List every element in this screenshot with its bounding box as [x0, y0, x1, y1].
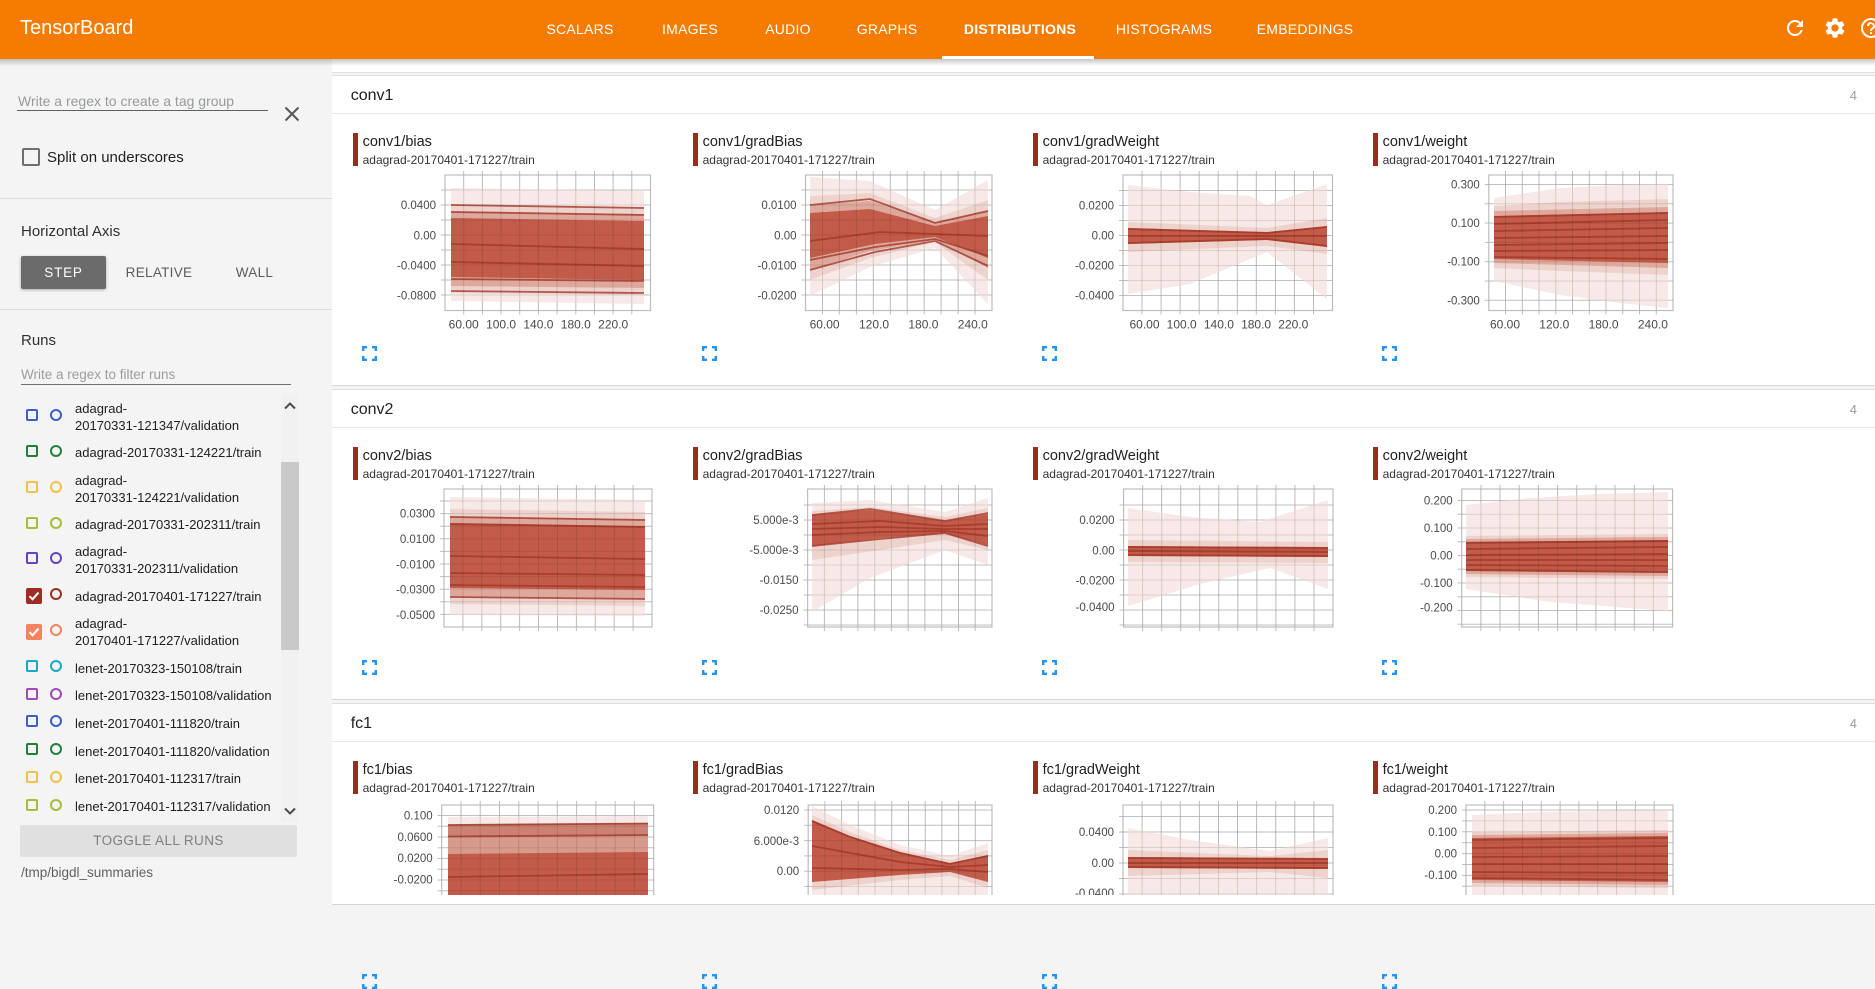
svg-text:-0.0400: -0.0400	[1076, 602, 1115, 614]
svg-text:220.0: 220.0	[598, 318, 628, 332]
svg-text:-0.0300: -0.0300	[396, 585, 435, 597]
svg-text:240.0: 240.0	[1638, 318, 1668, 332]
svg-text:0.0400: 0.0400	[401, 200, 436, 212]
svg-text:-0.0100: -0.0100	[396, 559, 435, 571]
svg-text:0.100: 0.100	[1428, 827, 1457, 839]
svg-text:-0.0250: -0.0250	[760, 605, 799, 617]
svg-text:100.0: 100.0	[486, 318, 516, 332]
svg-text:0.00: 0.00	[1092, 545, 1114, 557]
svg-text:0.300: 0.300	[1451, 180, 1480, 192]
svg-text:60.00: 60.00	[810, 318, 840, 332]
svg-text:0.100: 0.100	[404, 811, 433, 823]
svg-text:0.0300: 0.0300	[400, 509, 435, 521]
svg-text:0.100: 0.100	[1451, 218, 1480, 230]
svg-text:0.00: 0.00	[414, 231, 436, 243]
svg-text:-0.0400: -0.0400	[1075, 888, 1114, 895]
svg-text:0.0120: 0.0120	[764, 805, 799, 817]
svg-text:-0.0150: -0.0150	[760, 575, 799, 587]
svg-text:60.00: 60.00	[449, 318, 479, 332]
svg-text:-5.000e-3: -5.000e-3	[749, 545, 798, 557]
svg-text:-0.200: -0.200	[1420, 603, 1453, 615]
svg-text:220.0: 220.0	[1278, 318, 1308, 332]
svg-text:0.0200: 0.0200	[1079, 201, 1114, 213]
svg-text:-0.300: -0.300	[1447, 295, 1480, 307]
svg-text:100.0: 100.0	[1167, 318, 1197, 332]
svg-text:140.0: 140.0	[1204, 318, 1234, 332]
svg-text:0.100: 0.100	[1424, 523, 1453, 535]
svg-text:-0.0400: -0.0400	[1075, 291, 1114, 303]
svg-text:0.0100: 0.0100	[400, 534, 435, 546]
svg-text:0.00: 0.00	[1092, 858, 1114, 870]
svg-text:-0.0500: -0.0500	[396, 610, 435, 622]
svg-text:180.0: 180.0	[561, 318, 591, 332]
svg-text:0.200: 0.200	[1428, 805, 1457, 817]
svg-text:0.0200: 0.0200	[398, 853, 433, 865]
svg-text:-0.100: -0.100	[1424, 870, 1457, 882]
svg-text:180.0: 180.0	[908, 318, 938, 332]
svg-text:-0.0200: -0.0200	[1075, 261, 1114, 273]
svg-text:5.000e-3: 5.000e-3	[753, 515, 798, 527]
svg-text:0.0400: 0.0400	[1079, 827, 1114, 839]
svg-text:-0.100: -0.100	[1420, 578, 1453, 590]
svg-text:140.0: 140.0	[523, 318, 553, 332]
svg-text:0.200: 0.200	[1424, 496, 1453, 508]
svg-text:0.00: 0.00	[777, 866, 799, 878]
svg-text:0.0200: 0.0200	[1079, 515, 1114, 527]
svg-text:60.00: 60.00	[1129, 318, 1159, 332]
svg-text:180.0: 180.0	[1241, 318, 1271, 332]
svg-text:0.00: 0.00	[1435, 849, 1457, 861]
svg-text:0.0100: 0.0100	[761, 200, 796, 212]
svg-text:0.00: 0.00	[1092, 231, 1114, 243]
svg-text:-0.0400: -0.0400	[397, 261, 436, 273]
svg-text:60.00: 60.00	[1490, 318, 1520, 332]
svg-text:0.00: 0.00	[774, 231, 796, 243]
svg-text:-0.0200: -0.0200	[757, 291, 796, 303]
svg-text:240.0: 240.0	[958, 318, 988, 332]
svg-text:120.0: 120.0	[1539, 318, 1569, 332]
svg-text:-0.0200: -0.0200	[1076, 575, 1115, 587]
svg-text:0.00: 0.00	[1430, 551, 1452, 563]
svg-text:-0.100: -0.100	[1447, 257, 1480, 269]
svg-text:-0.0100: -0.0100	[757, 261, 796, 273]
svg-text:0.0600: 0.0600	[398, 832, 433, 844]
svg-text:-0.0200: -0.0200	[394, 875, 433, 887]
svg-text:180.0: 180.0	[1589, 318, 1619, 332]
svg-text:6.000e-3: 6.000e-3	[754, 836, 799, 848]
svg-text:120.0: 120.0	[859, 318, 889, 332]
svg-text:-0.0800: -0.0800	[397, 291, 436, 303]
